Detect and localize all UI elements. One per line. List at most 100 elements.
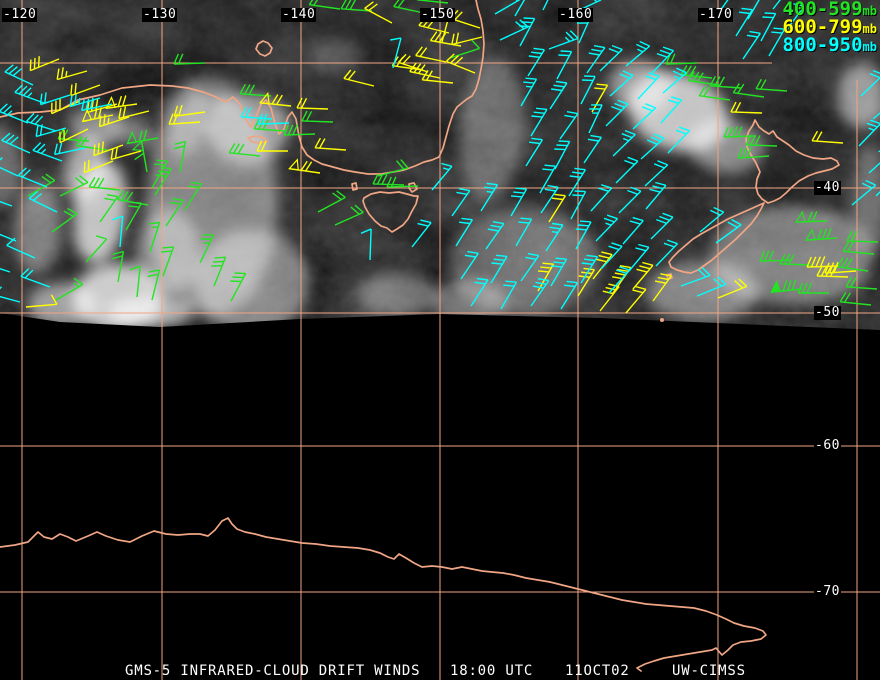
wind-barb [806,228,838,241]
wind-barb [652,273,672,302]
wind-barb [360,228,372,261]
wind-barb [687,71,720,86]
wind-barb [735,7,753,37]
wind-barb [662,67,687,94]
wind-barb [386,176,419,188]
wind-barb [485,221,505,250]
wind-barb [599,44,623,72]
wind-barb [548,30,579,50]
wind-barb [583,134,602,164]
wind-barb [301,110,334,123]
longitude-label: -120 [2,7,38,22]
wind-barb [173,140,187,173]
wind-barb [586,45,606,74]
wind-barb [699,206,725,233]
pressure-level-legend: 400-599mb 600-799mb 800-950mb [782,0,877,55]
wind-barb [609,70,634,97]
wind-barb [723,126,756,138]
wind-barb [59,174,89,197]
legend-item-400-599: 400-599mb [782,0,877,20]
wind-barb [811,130,844,144]
wind-barb [390,37,402,69]
wind-barb [851,179,877,206]
coastline-islet [660,318,664,322]
wind-barb [588,104,603,134]
wind-barb [559,111,579,140]
wind-barb [393,0,425,14]
wind-barb [519,17,536,47]
wind-barb [283,124,316,136]
longitude-label: -140 [281,7,317,22]
wind-barb [161,246,175,277]
wind-barb [168,113,201,125]
longitude-label: -150 [420,7,456,22]
wind-barb [51,98,81,115]
wind-barb [548,193,566,223]
wind-barb [625,285,647,314]
wind-barb [667,126,691,154]
wind-barb [317,190,346,213]
wind-barb [846,230,879,243]
wind-barb [25,294,58,308]
coastline-australia [0,0,485,175]
wind-barb [415,46,447,63]
wind-barb [772,0,781,10]
wind-barb [148,221,161,253]
wind-barb [824,261,857,274]
product-title: GMS-5 INFRARED-CLOUD DRIFT WINDS [125,663,421,679]
wind-barb [556,50,573,80]
wind-barb [760,12,777,42]
wind-barb [445,53,476,74]
wind-barb [110,147,142,161]
wind-barb [580,75,596,105]
latitude-label: -40 [814,180,841,195]
wind-barb [83,159,114,174]
wind-barb [612,265,632,294]
wind-barb [55,277,84,301]
valid-time: 18:00 UTC [450,663,534,679]
wind-barb [490,254,508,284]
wind-barb [125,201,143,231]
wind-barb [550,257,568,287]
wind-barb [618,186,642,214]
wind-barb [256,140,288,152]
wind-barb [730,101,763,114]
wind-barb [759,250,792,262]
wind-barb [554,140,571,170]
wind-barb [29,56,60,72]
coastline-flinders-island [408,182,418,193]
wind-barb [449,39,481,59]
wind-barb [595,214,619,242]
wind-barb [451,188,471,217]
wind-barb [737,146,770,159]
wind-barb [580,254,598,284]
wind-barb [530,107,548,137]
wind-barb [530,278,550,307]
wind-barb [605,99,629,127]
wind-barb [540,184,559,214]
wind-barb [334,204,364,226]
wind-barb [525,137,543,167]
wind-barb [56,67,88,81]
wind-barb [0,286,21,303]
wind-barb [411,219,432,248]
coastline-sa-lake [255,40,273,57]
wind-barb [494,0,521,15]
wind-barb [27,173,56,197]
coastline-stewart-island [666,273,673,280]
wind-barb [655,239,679,267]
wind-barb [549,80,568,110]
wind-barb [622,216,644,245]
wind-barb [768,27,786,57]
wind-barb [514,0,526,17]
wind-barbs [0,0,880,314]
coastlines [0,0,840,672]
wind-barb [858,119,880,147]
coastline-nz-north-island [745,119,840,204]
wind-barb [816,265,849,278]
wind-barb [651,46,675,74]
wind-barb [732,83,765,98]
wind-barb [872,112,880,120]
wind-barb [32,142,63,162]
